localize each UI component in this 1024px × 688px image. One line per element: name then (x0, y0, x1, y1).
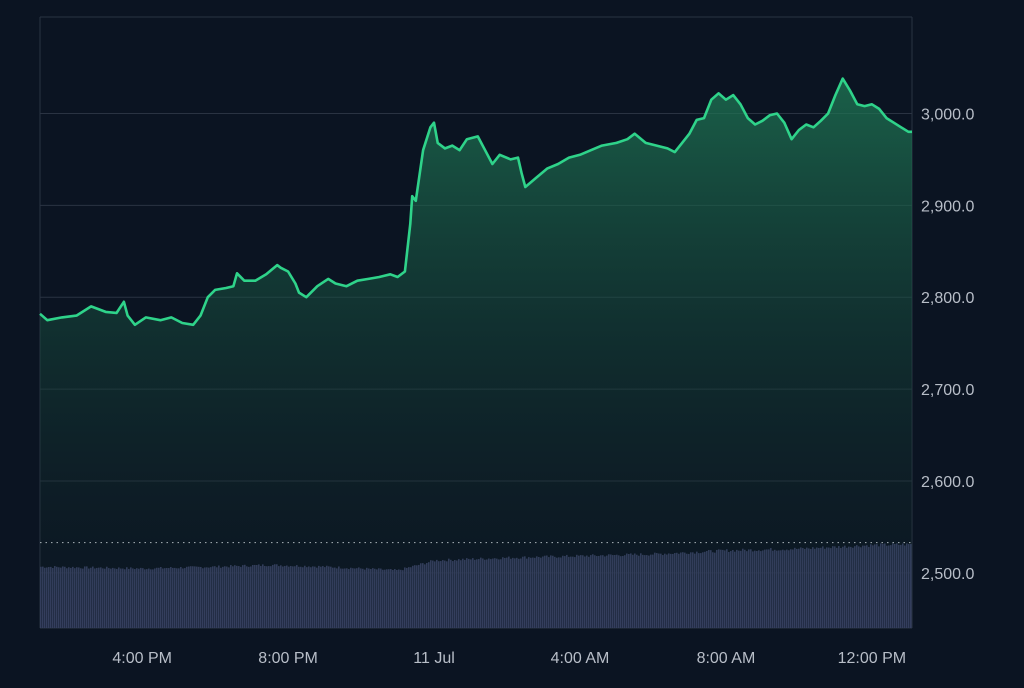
x-tick-label: 12:00 PM (838, 650, 906, 667)
price-line-layer (39, 77, 912, 327)
y-tick-label: 3,000.0 (921, 106, 974, 123)
x-tick-label: 4:00 AM (551, 650, 610, 667)
y-tick-label: 2,700.0 (921, 382, 974, 399)
y-tick-label: 2,900.0 (921, 198, 974, 215)
price-area-layer (40, 78, 912, 629)
x-tick-label: 11 Jul (413, 650, 455, 667)
y-tick-label: 2,600.0 (921, 474, 974, 491)
y-axis: 2,500.0 2,600.0 2,700.0 2,800.0 2,900.0 3,000… (921, 106, 974, 582)
price-line (39, 77, 912, 327)
y-tick-label: 2,500.0 (921, 566, 974, 583)
x-tick-label: 4:00 PM (112, 650, 172, 667)
x-tick-label: 8:00 AM (697, 650, 756, 667)
price-area (40, 78, 912, 629)
y-tick-label: 2,800.0 (921, 290, 974, 307)
x-axis: 4:00 PM 8:00 PM 11 Jul 4:00 AM 8:00 AM 12:00 … (112, 650, 906, 667)
x-tick-label: 8:00 PM (258, 650, 318, 667)
